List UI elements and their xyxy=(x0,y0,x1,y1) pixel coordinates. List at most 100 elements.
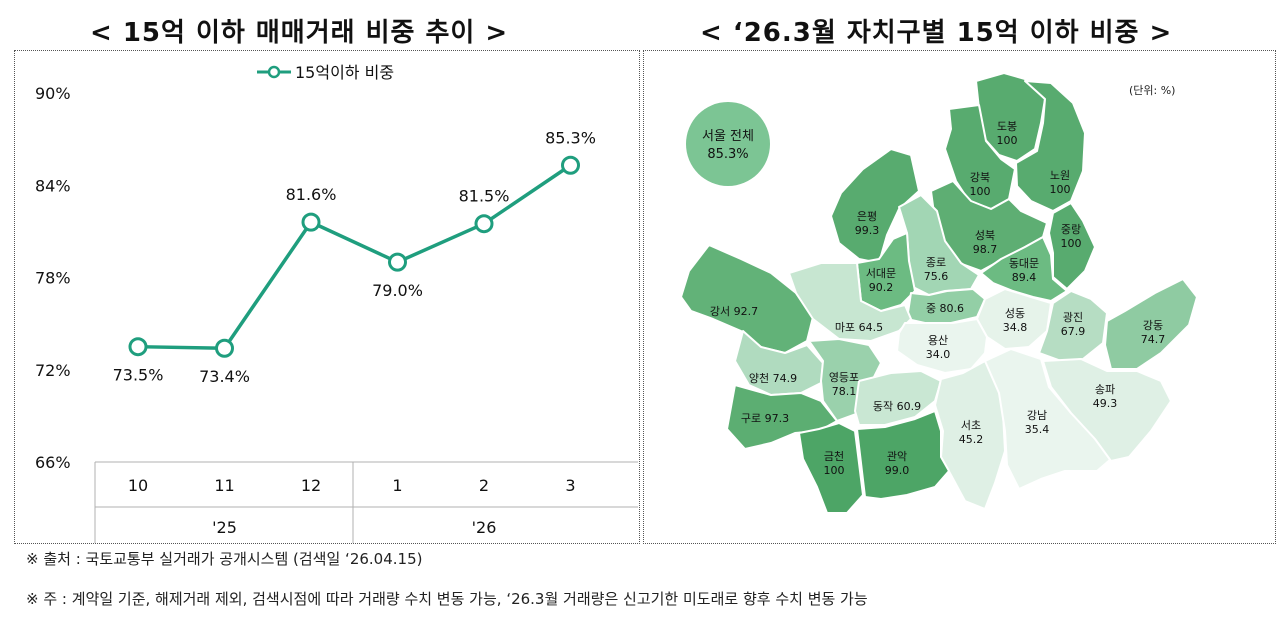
district-gangdong xyxy=(1104,278,1198,370)
y-tick-label: 84% xyxy=(35,176,71,195)
district-nowon xyxy=(1015,80,1086,212)
district-eunpyeong xyxy=(830,148,920,264)
district-label: 양천 74.9 xyxy=(749,371,797,385)
district-name: 동대문 xyxy=(1009,257,1039,270)
district-mapo xyxy=(788,262,912,342)
line-chart-panel: 15억이하 비중 66% 72% 78% 84% 90% 10 11 12 1 2 3 '25'2… xyxy=(14,50,640,544)
district-value: 100 xyxy=(997,134,1018,147)
district-name: 서대문 xyxy=(866,267,896,280)
district-value: 45.2 xyxy=(959,433,984,446)
year-label: '26 xyxy=(472,518,497,537)
district-name: 서초 xyxy=(961,419,981,432)
district-dongdaemun xyxy=(980,236,1068,302)
data-label: 73.4% xyxy=(199,367,250,386)
y-tick-label: 78% xyxy=(35,269,71,288)
district-label: 강서 92.7 xyxy=(710,305,758,318)
district-value: 67.9 xyxy=(1061,325,1086,338)
district-jungnang xyxy=(1048,202,1096,290)
data-point xyxy=(474,214,494,234)
district-yongsan xyxy=(896,318,988,374)
district-name: 종로 xyxy=(926,256,946,269)
district-value: 49.3 xyxy=(1093,397,1118,410)
series-line xyxy=(137,163,572,350)
district-name: 강남 xyxy=(1027,409,1047,422)
district-geumcheon xyxy=(798,422,864,514)
data-points: 73.5% 73.4% 81.6% 79.0% 81.5% 85.3% xyxy=(113,128,596,386)
overall-name: 서울 전체 xyxy=(702,129,754,144)
district-gangnam xyxy=(984,348,1112,490)
data-point xyxy=(561,155,580,175)
data-point xyxy=(388,252,407,272)
district-name: 강동 xyxy=(1143,319,1163,332)
district-name: 은평 xyxy=(857,210,877,223)
district-value: 34.0 xyxy=(926,348,951,361)
data-label: 73.5% xyxy=(113,366,164,385)
district-label: 중 80.6 xyxy=(926,302,964,315)
map-panel: (단위: %) 서울 전체 85.3% xyxy=(643,50,1276,544)
district-name: 중랑 xyxy=(1061,223,1081,236)
district-name: 성동 xyxy=(1005,307,1025,320)
district-label: 마포 64.5 xyxy=(835,321,883,334)
district-name: 강북 xyxy=(970,171,990,184)
data-point xyxy=(128,337,148,357)
district-dongjak xyxy=(854,370,942,426)
x-tick-label: 2 xyxy=(479,476,489,495)
district-value: 89.4 xyxy=(1012,271,1037,284)
district-value: 100 xyxy=(1061,237,1082,250)
x-tick-label: 3 xyxy=(565,476,575,495)
y-tick-label: 90% xyxy=(35,84,71,103)
district-value: 100 xyxy=(970,185,991,198)
district-label: 동작 60.9 xyxy=(873,400,921,413)
district-value: 78.1 xyxy=(832,385,857,398)
x-tick-label: 1 xyxy=(392,476,402,495)
legend-label: 15억이하 비중 xyxy=(295,63,394,82)
overall-value: 85.3% xyxy=(707,147,748,162)
data-point xyxy=(301,212,321,232)
overall-bubble: 서울 전체 85.3% xyxy=(686,102,770,186)
x-tick-label: 12 xyxy=(301,476,321,495)
unit-label: (단위: %) xyxy=(1129,84,1175,97)
district-name: 송파 xyxy=(1095,383,1115,396)
y-tick-label: 72% xyxy=(35,361,71,380)
footnote: ※ 주 : 계약일 기준, 해제거래 제외, 검색시점에 따라 거래량 수치 변… xyxy=(26,590,868,608)
seoul-district-map: (단위: %) 서울 전체 85.3% xyxy=(680,72,1198,514)
x-tick-label: 11 xyxy=(214,476,234,495)
district-name: 노원 xyxy=(1050,169,1070,182)
data-label: 81.5% xyxy=(459,187,510,206)
district-value: 100 xyxy=(1050,183,1071,196)
map-title: < ‘26.3월 자치구별 15억 이하 비중 > xyxy=(700,18,1173,48)
district-value: 75.6 xyxy=(924,270,949,283)
district-name: 광진 xyxy=(1063,311,1083,324)
district-value: 35.4 xyxy=(1025,423,1050,436)
category-table: 10 11 12 1 2 3 '25'26 xyxy=(94,461,638,543)
y-tick-label: 66% xyxy=(35,453,71,472)
district-value: 99.0 xyxy=(885,464,910,477)
district-value: 34.8 xyxy=(1003,321,1028,334)
district-value: 100 xyxy=(824,464,845,477)
district-name: 금천 xyxy=(824,449,844,463)
year-label: '25 xyxy=(212,518,237,537)
district-name: 용산 xyxy=(928,334,948,347)
district-gwangjin xyxy=(1038,290,1108,362)
district-value: 99.3 xyxy=(855,224,880,237)
data-label: 79.0% xyxy=(372,281,423,300)
line-chart: 15억이하 비중 66%72%78%84%90% 10 11 12 1 2 3 '25'2… xyxy=(35,63,638,543)
district-name: 영등포 xyxy=(829,371,859,384)
overall-circle xyxy=(686,102,770,186)
district-value: 74.7 xyxy=(1141,333,1166,346)
y-axis: 66% 72% 78% 84% 90% xyxy=(35,84,71,472)
district-value: 98.7 xyxy=(973,243,998,256)
legend: 15억이하 비중 xyxy=(257,63,394,82)
source-note: ※ 출처 : 국토교통부 실거래가 공개시스템 (검색일 ‘26.04.15) xyxy=(26,550,423,568)
district-name: 도봉 xyxy=(997,120,1017,133)
data-point xyxy=(215,338,234,358)
district-label: 구로 97.3 xyxy=(741,412,789,425)
data-label: 85.3% xyxy=(545,128,596,147)
district-name: 관악 xyxy=(887,450,907,463)
district-name: 성북 xyxy=(975,229,995,242)
line-chart-title: < 15억 이하 매매거래 비중 추이 > xyxy=(90,18,509,48)
district-gwanak xyxy=(856,410,950,500)
data-label: 81.6% xyxy=(286,185,337,204)
x-tick-label: 10 xyxy=(128,476,148,495)
legend-marker xyxy=(267,65,281,79)
